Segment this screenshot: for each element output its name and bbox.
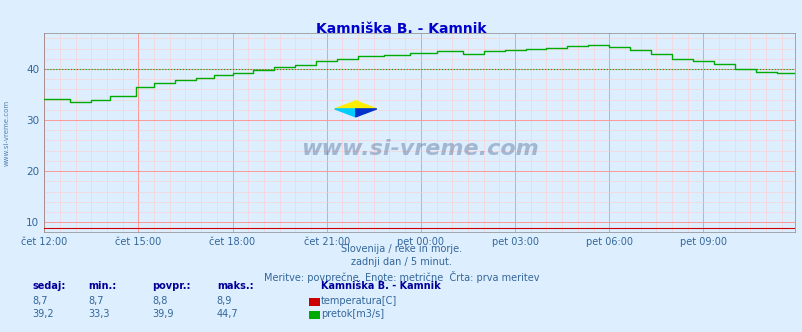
Text: povpr.:: povpr.:: [152, 281, 191, 291]
Text: Kamniška B. - Kamnik: Kamniška B. - Kamnik: [321, 281, 440, 291]
Text: 8,8: 8,8: [152, 296, 168, 306]
Text: 44,7: 44,7: [217, 309, 238, 319]
Text: temperatura[C]: temperatura[C]: [321, 296, 397, 306]
Text: 39,2: 39,2: [32, 309, 54, 319]
Text: 8,9: 8,9: [217, 296, 232, 306]
Text: 8,7: 8,7: [32, 296, 47, 306]
Polygon shape: [355, 109, 376, 117]
Text: www.si-vreme.com: www.si-vreme.com: [3, 100, 10, 166]
Text: 8,7: 8,7: [88, 296, 103, 306]
Text: sedaj:: sedaj:: [32, 281, 66, 291]
Text: Slovenija / reke in morje.: Slovenija / reke in morje.: [341, 244, 461, 254]
Text: min.:: min.:: [88, 281, 116, 291]
Text: 39,9: 39,9: [152, 309, 174, 319]
Text: www.si-vreme.com: www.si-vreme.com: [300, 139, 538, 159]
Text: Kamniška B. - Kamnik: Kamniška B. - Kamnik: [316, 22, 486, 36]
Polygon shape: [334, 101, 376, 109]
Text: 33,3: 33,3: [88, 309, 110, 319]
Text: zadnji dan / 5 minut.: zadnji dan / 5 minut.: [350, 257, 452, 267]
Text: maks.:: maks.:: [217, 281, 253, 291]
Text: pretok[m3/s]: pretok[m3/s]: [321, 309, 384, 319]
Text: Meritve: povprečne  Enote: metrične  Črta: prva meritev: Meritve: povprečne Enote: metrične Črta:…: [263, 271, 539, 283]
Polygon shape: [334, 109, 355, 117]
